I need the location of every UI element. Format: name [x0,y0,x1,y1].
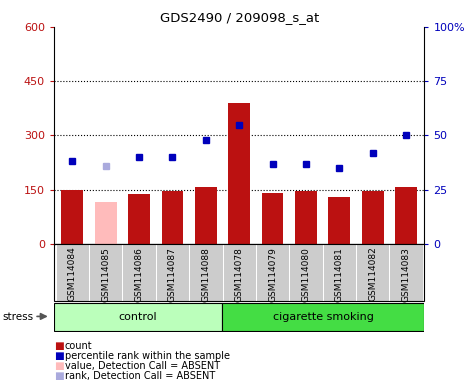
Bar [289,244,323,301]
Title: GDS2490 / 209098_s_at: GDS2490 / 209098_s_at [159,11,319,24]
Text: cigarette smoking: cigarette smoking [273,312,374,322]
Text: GSM114079: GSM114079 [268,247,277,301]
Text: ■: ■ [54,361,64,371]
Bar [295,191,317,244]
Text: GSM114088: GSM114088 [201,247,210,301]
Bar [389,244,423,301]
Bar [222,303,424,331]
Bar [195,187,217,244]
Bar [395,187,417,244]
Text: GSM114081: GSM114081 [335,247,344,301]
Text: GSM114086: GSM114086 [135,247,144,301]
Text: count: count [65,341,92,351]
Bar [323,244,356,301]
Text: ■: ■ [54,371,64,381]
Bar [362,191,384,244]
Bar [89,244,122,301]
Text: percentile rank within the sample: percentile rank within the sample [65,351,230,361]
Text: ■: ■ [54,341,64,351]
Bar [54,244,424,301]
Bar [95,202,116,244]
Text: GSM114082: GSM114082 [368,247,377,301]
Text: rank, Detection Call = ABSENT: rank, Detection Call = ABSENT [65,371,215,381]
Bar [56,244,89,301]
Bar [189,244,222,301]
Text: stress: stress [2,312,33,322]
Text: control: control [119,312,158,322]
Bar [328,197,350,244]
Bar [256,244,289,301]
Bar [61,190,83,244]
Bar [222,244,256,301]
Bar [228,103,250,244]
Bar [156,244,189,301]
Bar [54,303,222,331]
Text: GSM114083: GSM114083 [401,247,410,301]
Text: GSM114078: GSM114078 [234,247,244,301]
Text: value, Detection Call = ABSENT: value, Detection Call = ABSENT [65,361,220,371]
Bar [356,244,389,301]
Text: GSM114084: GSM114084 [68,247,77,301]
Text: GSM114085: GSM114085 [101,247,110,301]
Text: GSM114080: GSM114080 [302,247,310,301]
Bar [162,191,183,244]
Text: GSM114087: GSM114087 [168,247,177,301]
Bar [262,193,283,244]
Text: ■: ■ [54,351,64,361]
Bar [128,194,150,244]
Bar [122,244,156,301]
